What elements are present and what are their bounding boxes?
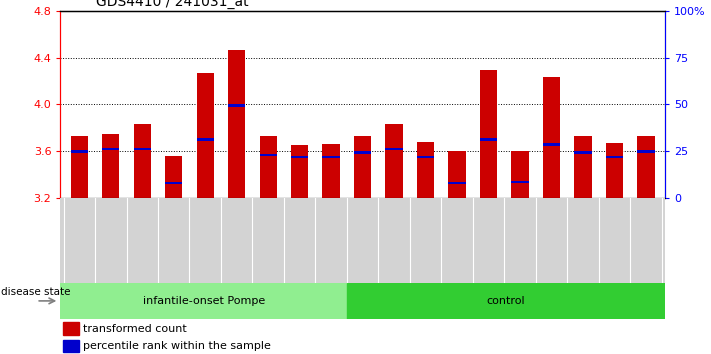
- Bar: [102, 134, 119, 198]
- Bar: [291, 156, 309, 159]
- Bar: [323, 144, 340, 198]
- Bar: [165, 156, 183, 198]
- Text: infantile-onset Pompe: infantile-onset Pompe: [142, 296, 264, 306]
- Text: percentile rank within the sample: percentile rank within the sample: [83, 341, 272, 351]
- Bar: [165, 182, 183, 184]
- Bar: [385, 148, 402, 150]
- Bar: [511, 181, 529, 183]
- Text: transformed count: transformed count: [83, 324, 187, 333]
- Text: GDS4410 / 241031_at: GDS4410 / 241031_at: [96, 0, 249, 9]
- Text: disease state: disease state: [1, 287, 70, 297]
- Bar: [134, 148, 151, 150]
- Bar: [606, 156, 623, 159]
- Bar: [417, 142, 434, 198]
- Bar: [574, 136, 592, 198]
- Bar: [291, 145, 309, 198]
- Bar: [196, 73, 214, 198]
- Bar: [574, 151, 592, 154]
- Bar: [637, 150, 655, 153]
- Bar: [102, 148, 119, 150]
- Bar: [63, 322, 78, 335]
- Bar: [480, 70, 497, 198]
- Bar: [542, 143, 560, 145]
- Bar: [354, 136, 371, 198]
- Bar: [196, 138, 214, 141]
- Bar: [542, 78, 560, 198]
- Text: control: control: [486, 296, 525, 306]
- Bar: [347, 283, 665, 319]
- Bar: [63, 340, 78, 352]
- Bar: [228, 51, 245, 198]
- Bar: [480, 138, 497, 141]
- Bar: [417, 156, 434, 159]
- Bar: [449, 152, 466, 198]
- Bar: [60, 283, 347, 319]
- Bar: [134, 124, 151, 198]
- Bar: [637, 136, 655, 198]
- Bar: [228, 104, 245, 107]
- Bar: [260, 154, 277, 156]
- Bar: [260, 136, 277, 198]
- Bar: [70, 136, 88, 198]
- Bar: [354, 151, 371, 154]
- Bar: [606, 143, 623, 198]
- Bar: [385, 124, 402, 198]
- Bar: [70, 150, 88, 153]
- Bar: [449, 182, 466, 184]
- Bar: [511, 152, 529, 198]
- Bar: [323, 156, 340, 159]
